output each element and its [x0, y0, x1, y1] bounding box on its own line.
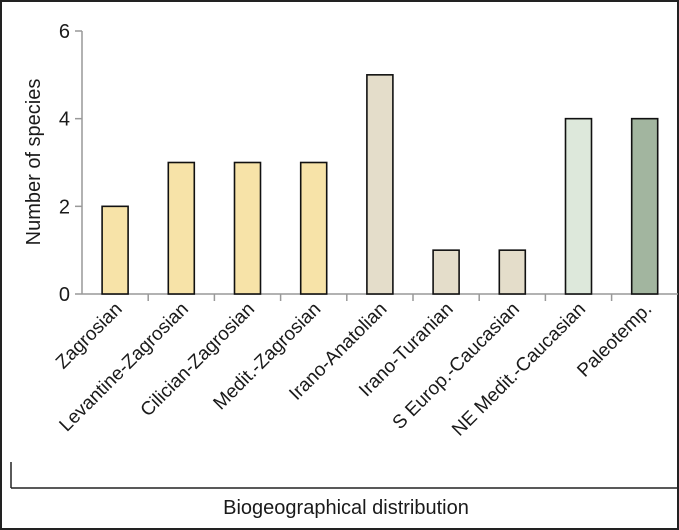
bar [299, 161, 328, 295]
x-tick-label: Levantine-Zagrosian [56, 299, 193, 436]
bar [233, 161, 262, 295]
bar [366, 74, 394, 295]
bar [101, 205, 129, 295]
bar [167, 161, 196, 295]
y-tick-label: 6 [59, 21, 70, 43]
bar [498, 249, 527, 295]
y-tick-label: 2 [59, 196, 70, 218]
y-tick-label: 4 [59, 109, 70, 131]
x-tick-label: Cilician-Zagrosian [137, 299, 259, 421]
bar [630, 117, 659, 295]
bar-series [101, 74, 659, 295]
x-tick-label: NE Medit.-Caucasian [448, 299, 590, 441]
y-tick-label: 0 [59, 284, 70, 306]
y-axis-label: Number of species [23, 79, 45, 246]
x-axis-tick-labels: ZagrosianLevantine-ZagrosianCilician-Zag… [52, 299, 656, 441]
y-axis-ticks: 0 2 4 6 [59, 21, 82, 306]
bar [564, 117, 593, 295]
bar [432, 249, 460, 295]
x-axis-ticks [147, 294, 613, 301]
x-axis-label: Biogeographical distribution [223, 497, 469, 519]
x-tick-label: S Europ.-Caucasian [389, 299, 524, 434]
